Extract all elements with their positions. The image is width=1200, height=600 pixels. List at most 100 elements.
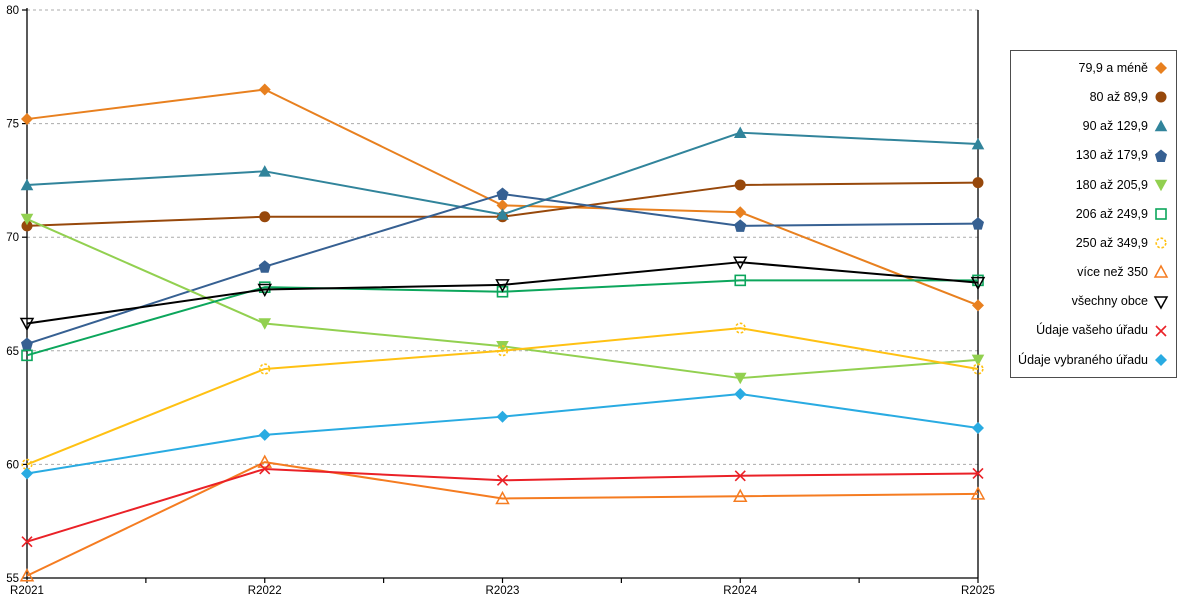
data-point [970, 276, 986, 291]
x-tick-label: R2021 [10, 585, 44, 597]
series-marker-circle-open-dashed [21, 458, 33, 470]
data-point [21, 337, 33, 350]
legend-marker-icon [1154, 120, 1168, 132]
series-marker-diamond-filled [258, 83, 271, 96]
series-marker-triangle-down-open [970, 276, 986, 291]
series-marker-square-open [734, 274, 747, 287]
series-marker-circle-filled [21, 220, 33, 232]
series-marker-pentagon-filled [21, 337, 33, 350]
data-point [496, 199, 509, 212]
legend-marker-icon [1155, 208, 1167, 220]
data-point [734, 470, 746, 482]
data-point [259, 363, 271, 375]
data-point [972, 422, 984, 435]
x-tick-label: R2022 [248, 585, 282, 597]
legend-item: více než 350 [1017, 264, 1169, 280]
data-point [258, 318, 272, 330]
series-marker-diamond-filled [1155, 353, 1167, 366]
data-point [258, 428, 271, 441]
data-point [496, 208, 509, 220]
series-marker-triangle-down-filled [1154, 179, 1168, 191]
series-marker-triangle-down-open [1153, 295, 1169, 310]
series-marker-x-cross [259, 463, 271, 475]
legend-marker-icon [1155, 325, 1167, 337]
series-marker-circle-filled [1155, 91, 1167, 103]
data-point [971, 354, 985, 367]
series-marker-x-cross [972, 467, 984, 480]
data-point [971, 137, 985, 150]
series-marker-pentagon-filled [496, 187, 509, 201]
series-marker-diamond-filled [734, 387, 747, 400]
series-marker-triangle-up-filled [971, 137, 985, 150]
series-marker-pentagon-filled [258, 260, 271, 273]
data-point [972, 177, 984, 189]
data-point [21, 536, 33, 548]
series-marker-triangle-down-filled [20, 213, 34, 226]
legend-marker-icon [1153, 264, 1169, 279]
series-marker-diamond-filled [21, 113, 33, 126]
series-marker-diamond-filled [1155, 62, 1167, 74]
legend-item: 130 až 179,9 [1017, 148, 1169, 164]
series-marker-circle-open-dashed [734, 322, 746, 334]
series-marker-triangle-down-filled [971, 354, 985, 367]
data-point [496, 474, 509, 486]
legend-label: 180 až 205,9 [1075, 177, 1148, 192]
series-marker-pentagon-filled [972, 217, 984, 230]
series-marker-diamond-filled [972, 422, 984, 435]
series-marker-square-open [1155, 208, 1167, 220]
data-point [257, 283, 273, 298]
series-marker-circle-filled [972, 177, 984, 189]
series-marker-circle-filled [734, 179, 746, 191]
data-point [734, 219, 747, 232]
series-marker-square-open [496, 285, 509, 298]
series-marker-triangle-up-open [257, 454, 273, 468]
series-line [26, 461, 979, 577]
data-point [496, 345, 509, 357]
data-point [970, 486, 986, 500]
series-marker-pentagon-filled [734, 219, 747, 232]
series-marker-triangle-up-filled [496, 208, 509, 220]
series-marker-diamond-filled [258, 428, 271, 441]
data-point [21, 113, 33, 126]
series-marker-diamond-filled [496, 410, 509, 423]
series-marker-triangle-up-filled [733, 126, 747, 138]
legend-marker-icon [1155, 149, 1167, 162]
series-marker-diamond-filled [734, 206, 747, 219]
legend-label: Údaje vašeho úřadu [1036, 323, 1148, 338]
legend-label: 79,9 a méně [1078, 60, 1149, 75]
series-marker-triangle-up-filled [1154, 120, 1168, 132]
data-point [20, 178, 34, 191]
series-marker-circle-open-dashed [972, 363, 984, 375]
series-marker-x-cross [496, 474, 509, 486]
legend-marker-icon [1153, 295, 1169, 310]
series-marker-pentagon-filled [1155, 149, 1167, 162]
series-marker-triangle-up-open [495, 490, 510, 505]
data-point [21, 458, 33, 470]
data-point [734, 322, 746, 334]
data-point [734, 274, 747, 287]
legend-item: 206 až 249,9 [1017, 206, 1169, 222]
data-point [21, 349, 33, 362]
data-point [495, 279, 510, 293]
y-tick-label: 60 [6, 459, 19, 471]
data-point [972, 467, 984, 480]
data-point [21, 220, 33, 232]
x-tick-label: R2025 [961, 585, 995, 597]
series-marker-triangle-down-filled [733, 372, 747, 385]
data-point [732, 488, 748, 502]
legend-label: 80 až 89,9 [1089, 89, 1148, 104]
y-tick-label: 75 [6, 119, 19, 131]
chart-legend: 79,9 a méně 80 až 89,9 90 až 129,9 130 až 1… [1010, 50, 1177, 378]
series-marker-diamond-filled [972, 299, 984, 312]
data-point [734, 206, 747, 219]
series-marker-x-cross [734, 470, 746, 482]
data-point [495, 490, 510, 505]
series-marker-diamond-filled [496, 199, 509, 212]
x-tick-label: R2023 [486, 585, 520, 597]
series-marker-triangle-up-open [732, 488, 748, 502]
series-marker-triangle-up-open [1153, 264, 1169, 279]
legend-item: 80 až 89,9 [1017, 89, 1169, 105]
data-point [257, 454, 273, 468]
data-point [258, 260, 271, 273]
